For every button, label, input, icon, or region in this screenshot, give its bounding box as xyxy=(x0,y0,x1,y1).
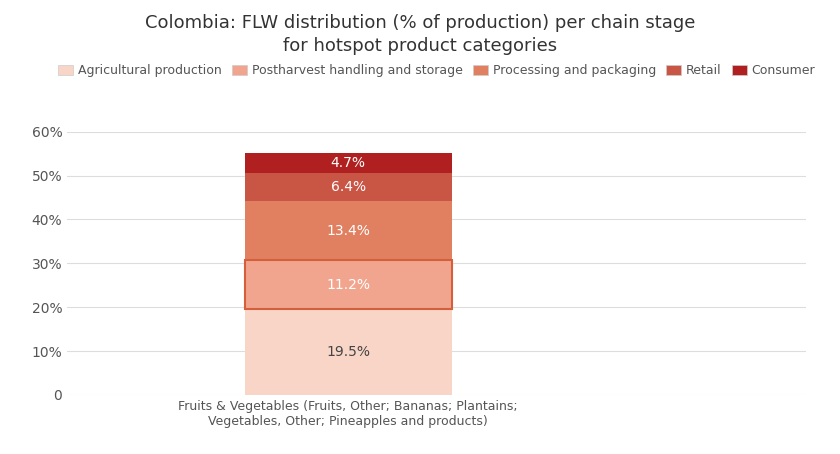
Text: Colombia: FLW distribution (% of production) per chain stage
for hotspot product: Colombia: FLW distribution (% of product… xyxy=(144,14,696,55)
Bar xyxy=(244,202,452,260)
Text: 11.2%: 11.2% xyxy=(326,278,370,292)
Bar xyxy=(244,173,452,202)
Bar xyxy=(244,260,452,310)
Text: 13.4%: 13.4% xyxy=(326,224,370,238)
Bar xyxy=(244,310,452,395)
Text: 19.5%: 19.5% xyxy=(326,345,370,359)
Text: 4.7%: 4.7% xyxy=(331,156,365,170)
Legend: Agricultural production, Postharvest handling and storage, Processing and packag: Agricultural production, Postharvest han… xyxy=(58,64,816,77)
Bar xyxy=(244,260,452,310)
Bar xyxy=(244,153,452,173)
Text: 6.4%: 6.4% xyxy=(330,180,365,194)
